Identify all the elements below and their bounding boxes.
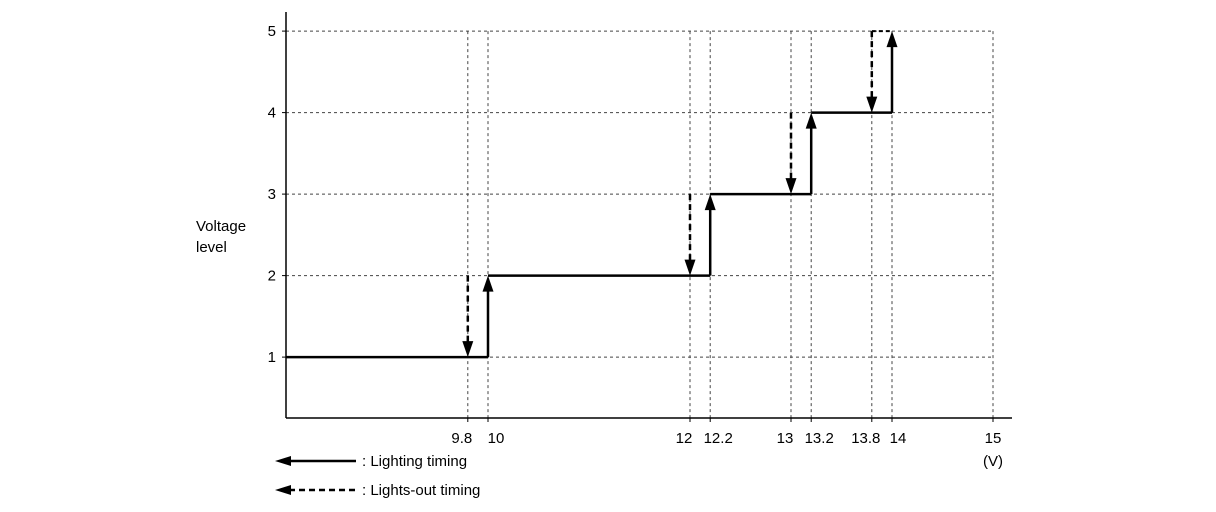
x-tick-label-13.2: 13.2: [805, 430, 834, 447]
grid-layer: [286, 30, 994, 418]
y-axis-label-line-1: Voltage: [196, 218, 246, 235]
x-unit-label: (V): [983, 453, 1003, 470]
lights-out-arrow-head-9.8: [462, 341, 474, 358]
lighting-arrow-head-14: [886, 31, 898, 48]
lights-out-arrow-head-13.8: [866, 96, 878, 113]
x-tick-label-15: 15: [985, 430, 1002, 447]
lighting-arrow-head-12.2: [704, 194, 716, 211]
series-layer: [286, 30, 898, 359]
x-tick-label-13: 13: [777, 430, 794, 447]
legend-arrow-head-solid: [275, 456, 291, 466]
y-axis-label-line-2: level: [196, 239, 227, 256]
legend-layer: : Lighting timing : Lights-out timing: [275, 453, 480, 499]
axis-layer: [282, 12, 1012, 422]
y-tick-label-1: 1: [268, 349, 276, 366]
y-tick-label-4: 4: [268, 105, 276, 122]
y-tick-label-2: 2: [268, 268, 276, 285]
y-tick-label-3: 3: [268, 186, 276, 203]
lighting-arrow-head-10: [482, 275, 494, 292]
x-tick-label-12: 12: [676, 430, 693, 447]
lights-out-arrow-head-13: [785, 178, 797, 195]
lights-out-arrow-head-12: [684, 259, 696, 276]
legend-arrow-head-dashed: [275, 485, 291, 495]
x-tick-label-12.2: 12.2: [704, 430, 733, 447]
x-tick-label-13.8: 13.8: [851, 430, 880, 447]
legend-label-dashed: : Lights-out timing: [362, 482, 480, 499]
y-tick-label-5: 5: [268, 23, 276, 40]
lighting-arrow-head-13.2: [805, 112, 817, 129]
x-tick-label-14: 14: [890, 430, 907, 447]
legend-label-solid: : Lighting timing: [362, 453, 467, 470]
x-tick-label-9.8: 9.8: [451, 430, 472, 447]
x-tick-label-10: 10: [488, 430, 505, 447]
